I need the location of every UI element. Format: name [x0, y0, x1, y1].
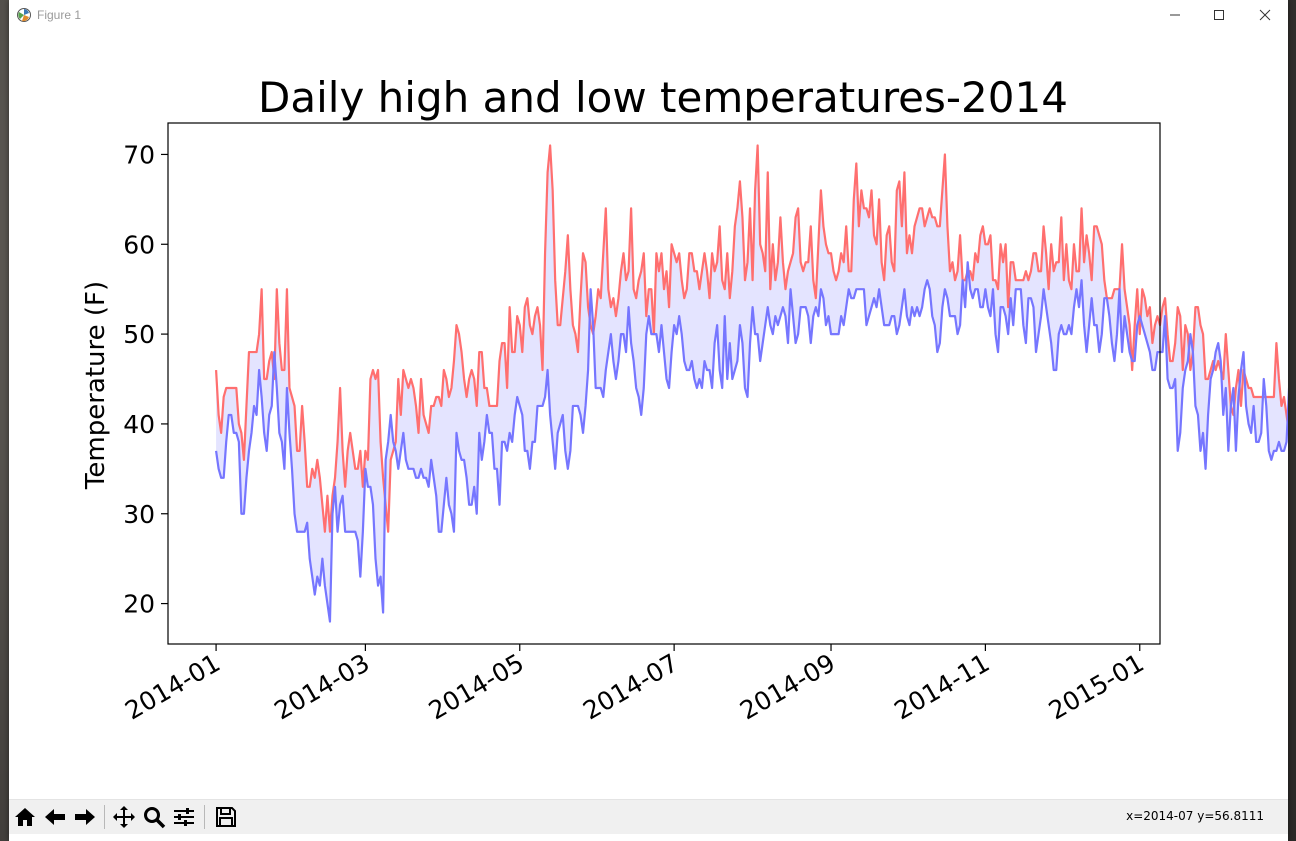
pan-button[interactable]	[110, 803, 138, 831]
y-tick-label: 60	[123, 230, 155, 259]
low-temperature-line	[214, 261, 1296, 623]
close-icon	[1259, 9, 1271, 21]
save-button[interactable]	[212, 803, 240, 831]
toolbar-separator	[204, 805, 205, 829]
x-tick-label: 2014-01	[120, 648, 225, 725]
forward-icon	[75, 809, 95, 825]
maximize-icon	[1214, 10, 1224, 20]
title-bar: Figure 1	[9, 0, 1288, 30]
back-icon	[45, 809, 65, 825]
figure-window: Figure 1 Daily high and low temperatures…	[9, 0, 1296, 841]
configure-subplots-icon	[174, 808, 194, 826]
save-icon	[216, 807, 236, 827]
y-tick-label: 40	[123, 410, 155, 439]
zoom-button[interactable]	[140, 803, 168, 831]
y-tick-label: 70	[123, 140, 155, 169]
maximize-button[interactable]	[1196, 0, 1242, 30]
x-tick-label: 2014-09	[735, 648, 840, 725]
home-icon	[15, 808, 35, 826]
cursor-coordinates: x=2014-07 y=56.8111	[1126, 809, 1264, 823]
axes-frame	[167, 122, 1161, 645]
pan-icon	[113, 806, 135, 828]
y-tick-label: 30	[123, 500, 155, 529]
forward-button[interactable]	[71, 803, 99, 831]
x-tick-label: 2015-01	[1044, 648, 1149, 725]
close-button[interactable]	[1242, 0, 1288, 30]
zoom-icon	[144, 807, 166, 829]
chart-title: Daily high and low temperatures-2014	[258, 73, 1068, 122]
back-button[interactable]	[41, 803, 69, 831]
x-tick-label: 2014-05	[424, 648, 529, 725]
app-icon	[17, 8, 31, 22]
high-temperature-line	[214, 144, 1296, 533]
configure-subplots-button[interactable]	[170, 803, 198, 831]
y-tick-label: 20	[123, 590, 155, 619]
fill-between-area	[216, 145, 1296, 622]
plot-area[interactable]: Daily high and low temperatures-2014 20 3…	[9, 30, 1296, 799]
x-tick-label: 2014-03	[269, 648, 374, 725]
x-tick-label: 2014-11	[889, 648, 994, 725]
window-title: Figure 1	[37, 8, 82, 22]
minimize-button[interactable]	[1152, 0, 1198, 30]
minimize-icon	[1170, 14, 1180, 16]
navigation-toolbar: x=2014-07 y=56.8111	[9, 799, 1288, 834]
y-tick-label: 50	[123, 320, 155, 349]
x-tick-label: 2014-07	[578, 648, 683, 725]
toolbar-separator	[104, 805, 105, 829]
y-axis-label: Temperature (F)	[81, 281, 111, 490]
chart[interactable]: Daily high and low temperatures-2014 20 3…	[9, 30, 1296, 799]
home-button[interactable]	[11, 803, 39, 831]
